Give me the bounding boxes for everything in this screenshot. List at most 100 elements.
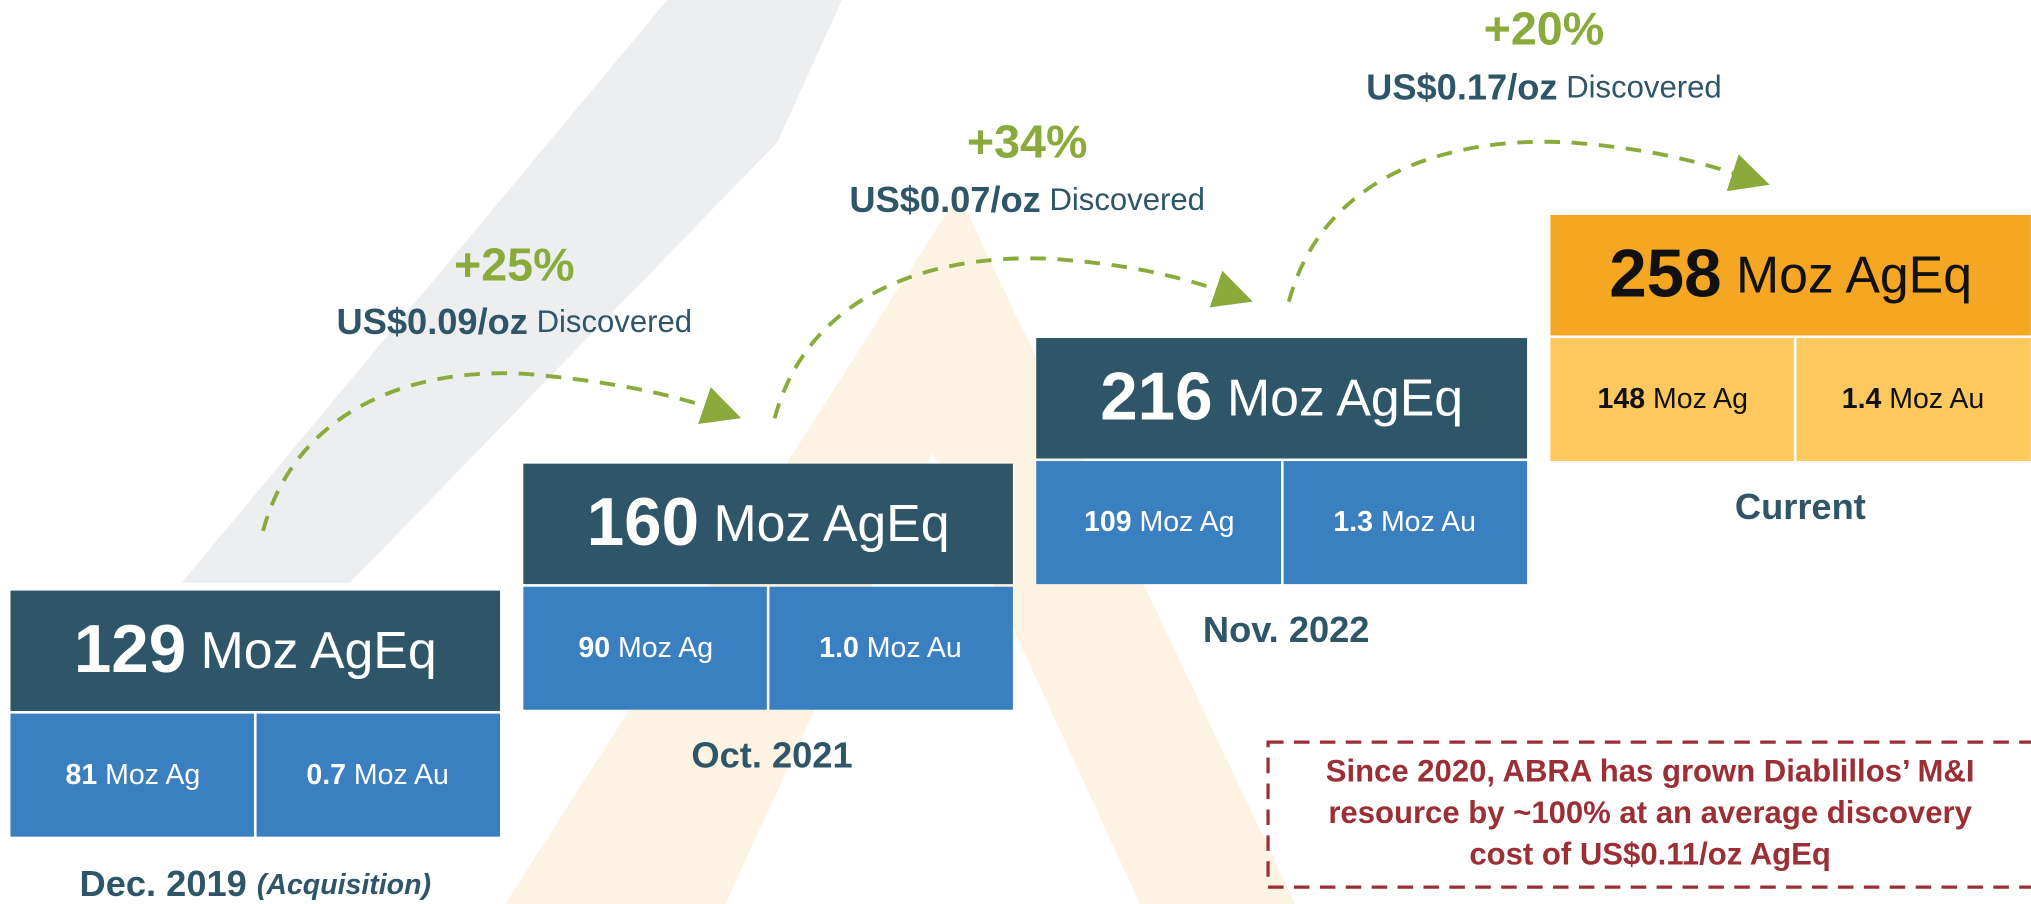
stage-label: Nov. 2022 (1203, 609, 1370, 650)
au-strong: 1.4 (1842, 383, 1882, 415)
ag-unit: Moz Ag (105, 758, 200, 790)
ag: 148 Moz Ag (1598, 383, 1748, 415)
ag-space (97, 758, 105, 790)
discovery-cost-unit: Discovered (537, 304, 692, 339)
ag-space (1645, 383, 1653, 415)
content: 129 Moz AgEq 81 Moz Ag 0.7 Moz Au Dec. 2019… (10, 3, 2031, 903)
dashed-arrow (772, 256, 1253, 419)
total-box (1036, 338, 1528, 459)
discovery-cost-strong: US$0.07/oz (849, 179, 1040, 220)
au-box (1796, 338, 2031, 462)
summary-line: cost of US$0.11/oz AgEq (1469, 836, 1831, 871)
au-space (1373, 506, 1381, 538)
ag-strong: 109 (1084, 506, 1132, 538)
ag-space (610, 631, 618, 663)
stage-label: Current (1735, 486, 1866, 527)
discovery-cost-strong: US$0.09/oz (337, 300, 528, 341)
total: 216 Moz AgEq (1100, 359, 1463, 434)
stage: 129 Moz AgEq 81 Moz Ag 0.7 Moz Au Dec. 2019… (10, 590, 501, 903)
discovery-cost-unit: Discovered (1049, 182, 1204, 217)
ag-unit: Moz Ag (618, 631, 713, 663)
total-unit: Moz AgEq (713, 494, 949, 552)
stage: 258 Moz AgEq 148 Moz Ag 1.4 Moz Au Current (1550, 214, 2031, 527)
au-box (1283, 461, 1528, 585)
au-space (346, 758, 354, 790)
total-space (699, 494, 713, 552)
au-unit: Moz Au (867, 631, 962, 663)
au-box (256, 713, 501, 837)
total: 258 Moz AgEq (1609, 236, 1972, 311)
au: 0.7 Moz Au (306, 758, 449, 790)
summary-line: resource by ~100% at an average discover… (1328, 795, 1972, 830)
ag-box (1550, 338, 1794, 462)
logo-stroke (181, 0, 842, 583)
growth-pct: +25% (454, 238, 575, 290)
discovery-cost-strong: US$0.17/oz (1366, 66, 1557, 107)
date: Current (1735, 486, 1866, 527)
au-unit: Moz Au (354, 758, 449, 790)
total: 160 Moz AgEq (587, 485, 950, 560)
au-space (1881, 383, 1889, 415)
total-strong: 258 (1609, 236, 1721, 311)
total-unit: Moz AgEq (1227, 368, 1463, 426)
ag-unit: Moz Ag (1653, 383, 1748, 415)
au-box (769, 586, 1013, 710)
ag-box (523, 586, 767, 710)
summary-border (1266, 740, 2031, 889)
summary-line: Since 2020, ABRA has grown Diablillos’ M… (1326, 753, 1975, 788)
total-space (1213, 368, 1227, 426)
au-unit: Moz Au (1889, 383, 1984, 415)
discovery-cost: US$0.17/oz Discovered (1366, 66, 1722, 107)
total-strong: 160 (587, 485, 699, 560)
stage-label: Oct. 2021 (691, 734, 852, 775)
au-unit: Moz Au (1381, 506, 1476, 538)
background-logo (181, 0, 1296, 904)
total-box (10, 590, 501, 712)
stage: 216 Moz AgEq 109 Moz Ag 1.3 Moz Au Nov. 202… (1036, 338, 1528, 650)
date: Nov. 2022 (1203, 609, 1370, 650)
ag-box (10, 713, 254, 837)
summary-box: Since 2020, ABRA has grown Diablillos’ M… (1266, 740, 2031, 889)
stage: 160 Moz AgEq 90 Moz Ag 1.0 Moz Au Oct. 2021 (523, 463, 1013, 775)
discovery-cost-space (1041, 182, 1050, 217)
ag-space (1132, 506, 1140, 538)
date: Oct. 2021 (691, 734, 852, 775)
total: 129 Moz AgEq (74, 612, 437, 687)
au-strong: 1.0 (819, 631, 859, 663)
total-space (1722, 245, 1736, 303)
total-unit: Moz AgEq (201, 621, 437, 679)
ag-strong: 148 (1598, 383, 1646, 415)
date-note: (Acquisition) (257, 868, 431, 900)
discovery-cost: US$0.09/oz Discovered (337, 300, 693, 341)
date: Dec. 2019 (80, 862, 247, 903)
stage-label: Dec. 2019 (Acquisition) (80, 862, 431, 903)
au: 1.4 Moz Au (1842, 383, 1985, 415)
ag-unit: Moz Ag (1139, 506, 1234, 538)
ag-box (1036, 461, 1282, 585)
discovery-cost-unit: Discovered (1566, 70, 1721, 105)
dashed-arrow (1286, 139, 1770, 303)
growth-pct: +20% (1484, 3, 1605, 55)
discovery-cost-space (1558, 70, 1567, 105)
ag: 81 Moz Ag (66, 758, 201, 790)
growth-pct: +34% (967, 115, 1088, 167)
logo-stroke (505, 194, 1296, 904)
dashed-arrow (261, 371, 742, 532)
total-space (186, 621, 200, 679)
growth-arrow: +34% US$0.07/oz Discovered (772, 115, 1253, 419)
total-box (1550, 214, 2031, 336)
ag: 90 Moz Ag (578, 631, 713, 663)
au-strong: 0.7 (306, 758, 346, 790)
au: 1.0 Moz Au (819, 631, 962, 663)
ag-strong: 81 (66, 758, 98, 790)
total-strong: 216 (1100, 359, 1212, 434)
au: 1.3 Moz Au (1333, 506, 1476, 538)
au-strong: 1.3 (1333, 506, 1373, 538)
ag-strong: 90 (578, 631, 610, 663)
space (247, 862, 257, 903)
discovery-cost: US$0.07/oz Discovered (849, 179, 1205, 220)
growth-arrow: +20% US$0.17/oz Discovered (1286, 3, 1770, 303)
ag: 109 Moz Ag (1084, 506, 1234, 538)
